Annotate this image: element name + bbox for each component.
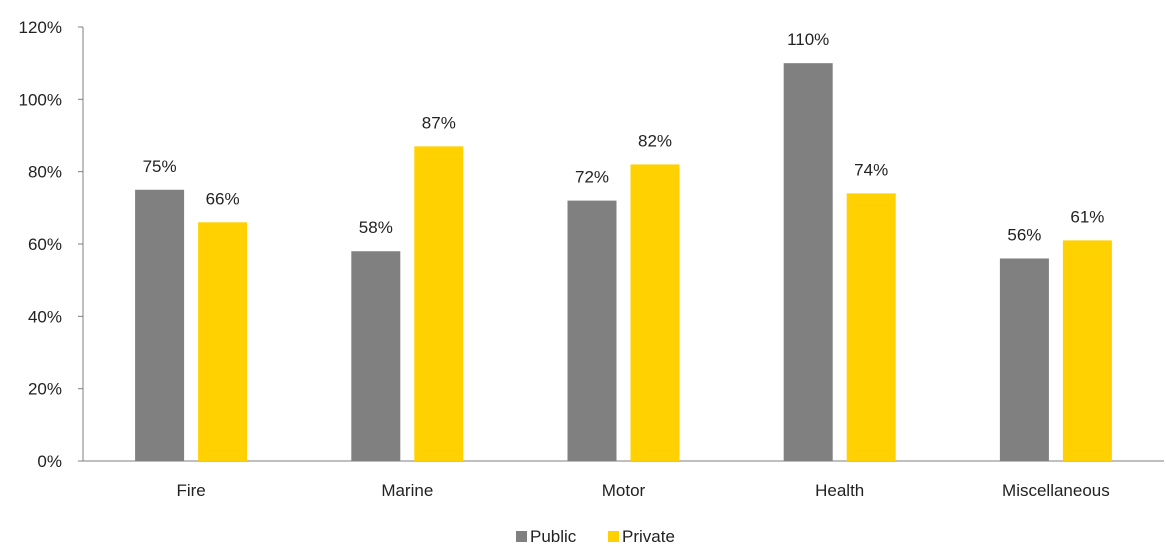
category-label-motor: Motor <box>602 481 646 500</box>
bar-private-marine <box>414 146 464 461</box>
bar-public-miscellaneous <box>999 258 1049 461</box>
legend-swatch-private <box>608 531 619 542</box>
legend-swatch-public <box>516 531 527 542</box>
y-tick-label: 120% <box>19 18 62 37</box>
bar-private-fire <box>198 222 248 461</box>
y-tick-label: 20% <box>28 380 62 399</box>
bar-public-health <box>783 63 833 462</box>
data-label-private-fire: 66% <box>206 189 240 208</box>
bar-public-motor <box>567 200 617 461</box>
y-tick-label: 60% <box>28 235 62 254</box>
category-label-health: Health <box>815 481 864 500</box>
y-tick-label: 40% <box>28 307 62 326</box>
data-label-private-marine: 87% <box>422 113 456 132</box>
y-tick-label: 80% <box>28 163 62 182</box>
data-label-private-miscellaneous: 61% <box>1070 207 1104 226</box>
category-labels: Fire Marine Motor Health Miscellaneous <box>176 481 1109 500</box>
data-label-public-motor: 72% <box>575 168 609 187</box>
y-tick-label: 0% <box>37 452 62 471</box>
data-label-public-health: 110% <box>787 30 829 49</box>
y-axis-ticks: 0% 20% 40% 60% 80% 100% 120% <box>19 18 83 471</box>
data-labels: 75% 66% 58% 87% 72% 82% 110% 74% 56% 61% <box>143 30 1105 244</box>
data-label-public-fire: 75% <box>143 157 177 176</box>
category-label-fire: Fire <box>176 481 205 500</box>
legend-label-public: Public <box>530 527 577 546</box>
data-label-public-miscellaneous: 56% <box>1007 225 1041 244</box>
data-label-private-health: 74% <box>854 160 888 179</box>
legend: Public Private <box>516 527 675 546</box>
bar-private-motor <box>630 164 680 461</box>
bar-public-marine <box>351 251 401 461</box>
data-label-private-motor: 82% <box>638 131 672 150</box>
data-label-public-marine: 58% <box>359 218 393 237</box>
legend-label-private: Private <box>622 527 675 546</box>
bar-public-fire <box>135 189 185 461</box>
bar-private-miscellaneous <box>1062 240 1112 461</box>
category-label-marine: Marine <box>381 481 433 500</box>
bars <box>135 63 1112 462</box>
bar-private-health <box>846 193 896 461</box>
y-tick-label: 100% <box>19 90 62 109</box>
category-label-miscellaneous: Miscellaneous <box>1002 481 1110 500</box>
